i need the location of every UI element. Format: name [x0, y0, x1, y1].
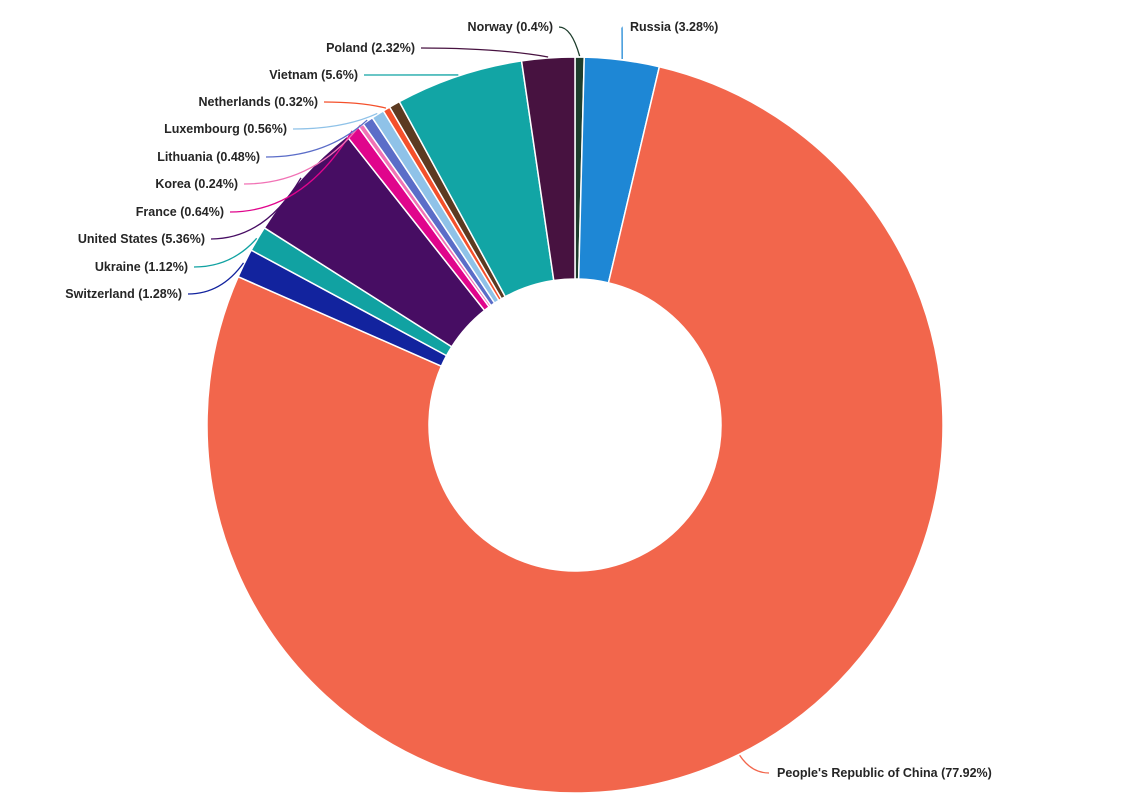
pie-slice-poland[interactable]	[520, 56, 576, 282]
leader-line-netherlands	[323, 101, 387, 109]
leader-line-korea	[243, 124, 361, 185]
leader-line-norway	[558, 26, 581, 57]
slice-label-russia: Russia (3.28%)	[630, 20, 718, 34]
leader-line-switzerland	[187, 262, 245, 295]
slice-label-korea: Korea (0.24%)	[155, 177, 238, 191]
slice-label-lithuania: Lithuania (0.48%)	[157, 150, 260, 164]
slice-label-netherlands: Netherlands (0.32%)	[199, 95, 318, 109]
slice-label-norway: Norway (0.4%)	[468, 20, 553, 34]
leader-line-china	[739, 754, 770, 774]
leader-line-luxembourg	[292, 112, 378, 130]
leader-line-lithuania	[265, 119, 368, 158]
slice-label-united-states: United States (5.36%)	[78, 232, 205, 246]
slice-label-vietnam: Vietnam (5.6%)	[269, 68, 358, 82]
pie-slice-china[interactable]	[206, 66, 944, 794]
leader-line-france	[229, 130, 353, 213]
slice-label-france: France (0.64%)	[136, 205, 224, 219]
slice-label-poland: Poland (2.32%)	[326, 41, 415, 55]
leader-line-united-states	[210, 177, 302, 240]
slice-label-switzerland: Switzerland (1.28%)	[65, 287, 182, 301]
leader-line-poland	[420, 47, 549, 58]
leader-line-ukraine	[193, 237, 258, 268]
slice-label-luxembourg: Luxembourg (0.56%)	[164, 122, 287, 136]
slice-label-ukraine: Ukraine (1.12%)	[95, 260, 188, 274]
slice-label-china: People's Republic of China (77.92%)	[777, 766, 992, 780]
